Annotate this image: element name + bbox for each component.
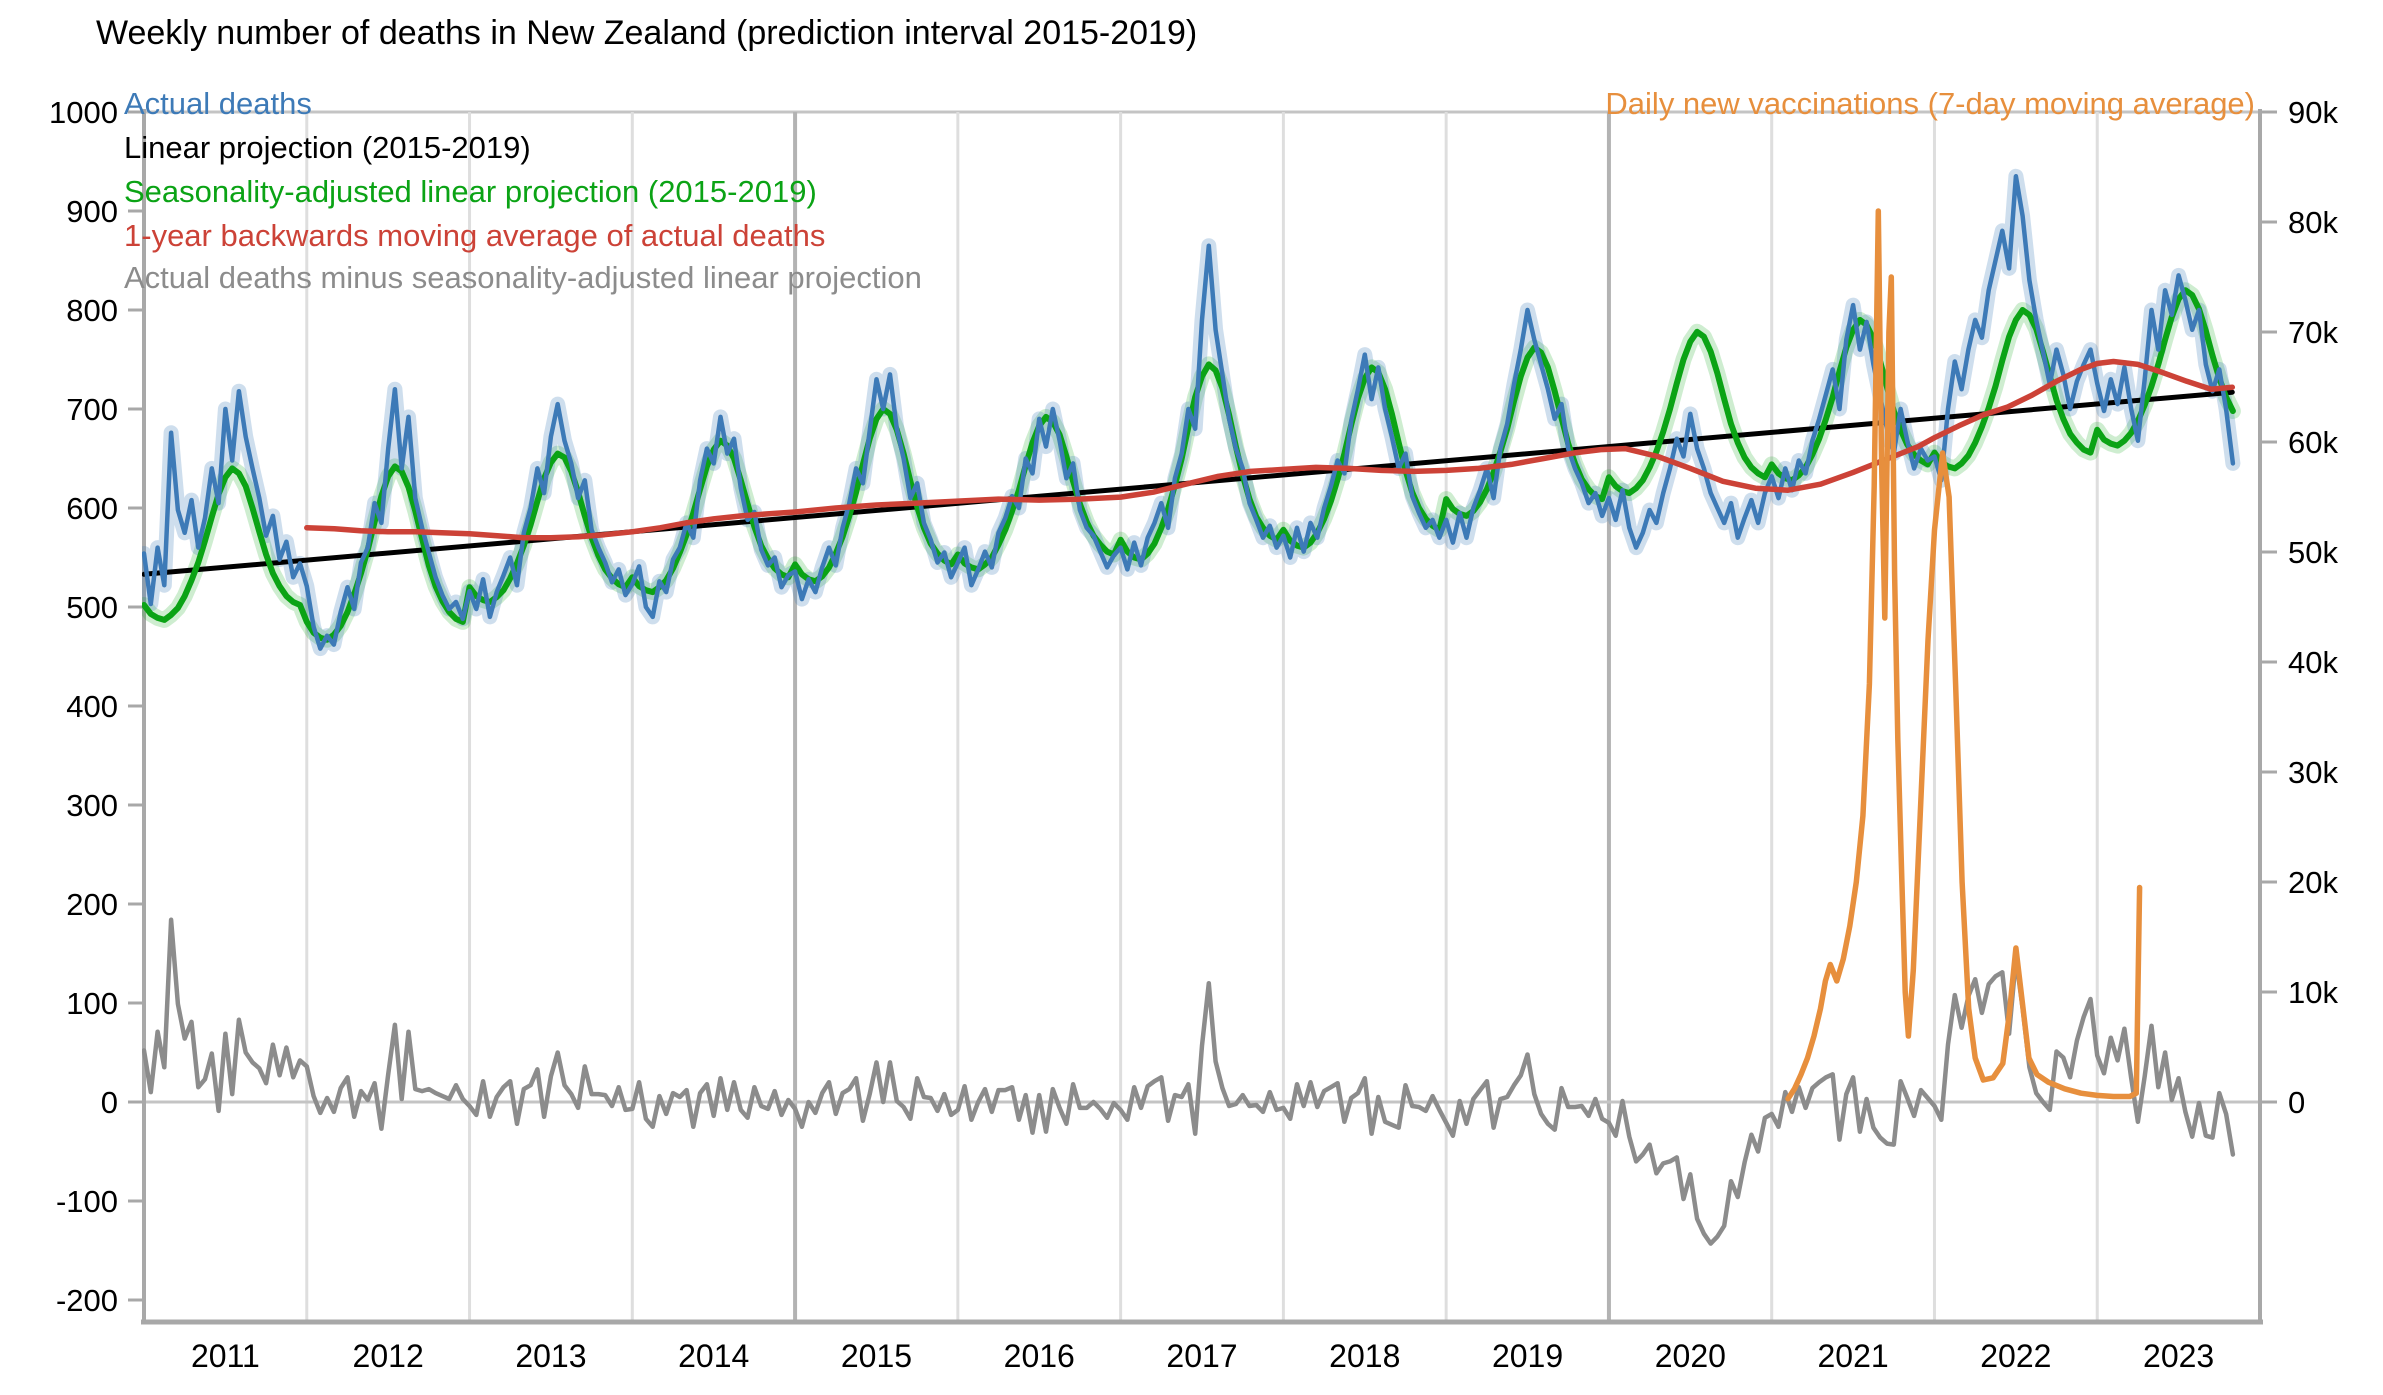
right-tick-label: 40k (2288, 645, 2338, 680)
legend-seasonal-projection: Seasonality-adjusted linear projection (… (124, 174, 817, 209)
legend-linear-projection: Linear projection (2015-2019) (124, 130, 531, 165)
left-tick-label: 0 (101, 1085, 118, 1120)
series-moving-average (304, 358, 2236, 541)
left-tick-label: -100 (56, 1184, 118, 1219)
x-tick-label-2011: 2011 (191, 1338, 260, 1374)
left-tick-label: 600 (66, 491, 118, 526)
legend-difference: Actual deaths minus seasonality-adjusted… (124, 260, 922, 295)
left-tick-label: 300 (66, 788, 118, 823)
left-tick-label: 1000 (49, 95, 118, 130)
right-tick-label: 30k (2288, 755, 2338, 790)
right-tick-label: 80k (2288, 205, 2338, 240)
legend-vaccinations: Daily new vaccinations (7-day moving ave… (1605, 86, 2255, 121)
series-actual-deaths (142, 174, 2236, 651)
series-vaccinations (1785, 208, 2143, 1102)
x-tick-label-2013: 2013 (515, 1338, 586, 1374)
series-difference (142, 917, 2236, 1246)
x-tick-label-2023: 2023 (2143, 1338, 2214, 1374)
chart-title: Weekly number of deaths in New Zealand (… (96, 14, 1198, 52)
x-tick-label-2012: 2012 (353, 1338, 424, 1374)
right-tick-label: 70k (2288, 315, 2338, 350)
left-tick-label: 500 (66, 590, 118, 625)
right-tick-label: 0 (2288, 1085, 2305, 1120)
left-tick-label: 800 (66, 293, 118, 328)
right-tick-label: 10k (2288, 975, 2338, 1010)
left-tick-label: 100 (66, 986, 118, 1021)
left-tick-label: 200 (66, 887, 118, 922)
right-tick-label: 60k (2288, 425, 2338, 460)
x-tick-label-2018: 2018 (1329, 1338, 1400, 1374)
legend-actual-deaths: Actual deaths (124, 86, 312, 121)
x-tick-label-2020: 2020 (1655, 1338, 1726, 1374)
right-tick-label: 50k (2288, 535, 2338, 570)
x-tick-label-2022: 2022 (1980, 1338, 2051, 1374)
x-tick-label-2019: 2019 (1492, 1338, 1563, 1374)
axes: 10009008007006005004003002001000-100-200… (49, 95, 2338, 1374)
x-tick-label-2016: 2016 (1004, 1338, 1075, 1374)
left-tick-label: 900 (66, 194, 118, 229)
right-tick-label: 90k (2288, 95, 2338, 130)
x-tick-label-2014: 2014 (678, 1338, 749, 1374)
x-tick-label-2017: 2017 (1166, 1338, 1237, 1374)
left-tick-label: 700 (66, 392, 118, 427)
x-tick-label-2021: 2021 (1817, 1338, 1888, 1374)
legend-moving-average: 1-year backwards moving average of actua… (124, 218, 826, 253)
left-tick-label: 400 (66, 689, 118, 724)
right-tick-label: 20k (2288, 865, 2338, 900)
x-tick-label-2015: 2015 (841, 1338, 912, 1374)
left-tick-label: -200 (56, 1283, 118, 1318)
